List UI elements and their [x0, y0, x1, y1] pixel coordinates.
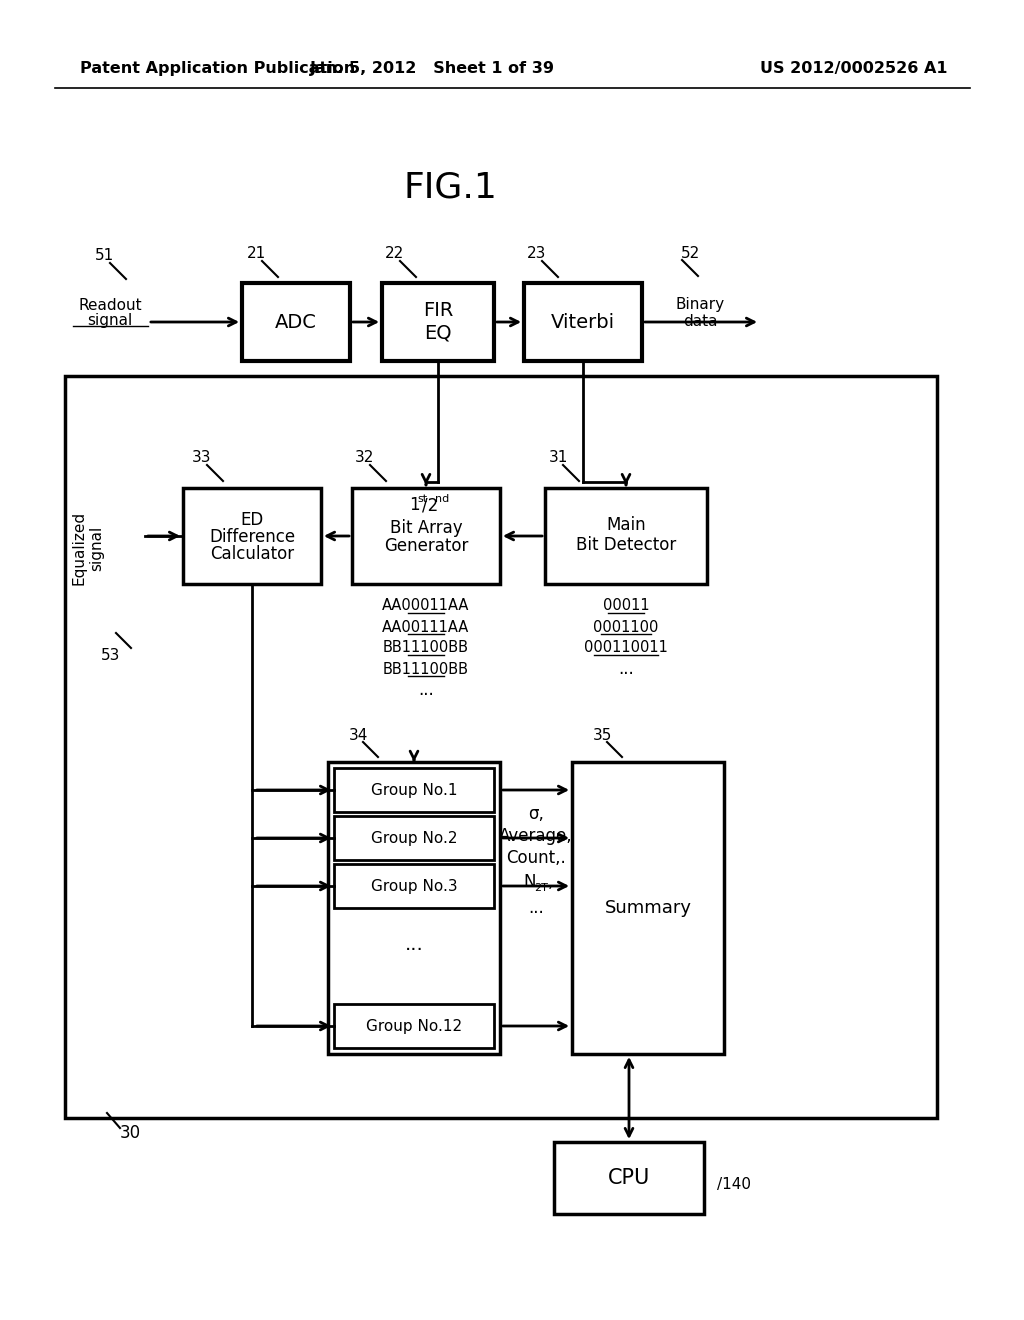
Text: ED: ED	[241, 511, 263, 529]
Text: Difference: Difference	[209, 528, 295, 546]
Text: ...: ...	[418, 681, 434, 700]
Text: ,: ,	[547, 873, 553, 891]
Text: Group No.12: Group No.12	[366, 1019, 462, 1034]
Bar	[328, 762, 500, 1053]
Text: 52: 52	[680, 246, 699, 260]
Text: Patent Application Publication: Patent Application Publication	[80, 61, 355, 75]
Text: nd: nd	[435, 494, 450, 504]
Bar	[242, 282, 350, 360]
Text: 00011: 00011	[603, 598, 649, 614]
Text: ...: ...	[528, 899, 544, 917]
Bar	[65, 376, 937, 1118]
Bar	[334, 1005, 494, 1048]
Text: /140: /140	[717, 1176, 751, 1192]
Bar	[545, 488, 707, 583]
Text: σ,: σ,	[528, 805, 544, 822]
Text: 35: 35	[592, 727, 611, 742]
Text: US 2012/0002526 A1: US 2012/0002526 A1	[760, 61, 947, 75]
Text: Average,: Average,	[499, 828, 572, 845]
Text: Bit Detector: Bit Detector	[575, 536, 676, 554]
Text: 32: 32	[355, 450, 375, 466]
Text: BB11100BB: BB11100BB	[383, 661, 469, 676]
Text: Equalized
signal: Equalized signal	[72, 511, 104, 585]
Text: Group No.1: Group No.1	[371, 783, 458, 797]
Text: Count,.: Count,.	[506, 849, 566, 867]
Bar	[382, 282, 494, 360]
Text: signal: signal	[87, 314, 133, 329]
Text: 23: 23	[527, 247, 547, 261]
Text: EQ: EQ	[424, 323, 452, 342]
Text: 000110011: 000110011	[584, 640, 668, 656]
Text: 33: 33	[193, 450, 212, 466]
Text: ...: ...	[404, 935, 423, 953]
Text: Binary: Binary	[676, 297, 725, 313]
Text: 34: 34	[348, 727, 368, 742]
Text: FIG.1: FIG.1	[403, 172, 497, 205]
Text: Jan. 5, 2012   Sheet 1 of 39: Jan. 5, 2012 Sheet 1 of 39	[309, 61, 555, 75]
Text: 1: 1	[409, 496, 419, 513]
Text: AA00011AA: AA00011AA	[382, 598, 470, 614]
Text: 0001100: 0001100	[593, 619, 658, 635]
Text: st: st	[417, 494, 427, 504]
Text: 53: 53	[101, 648, 121, 663]
Text: /2: /2	[422, 496, 438, 513]
Text: data: data	[683, 314, 717, 329]
Text: Bit Array: Bit Array	[390, 519, 462, 537]
Text: CPU: CPU	[608, 1168, 650, 1188]
Text: Summary: Summary	[604, 899, 691, 917]
Bar	[572, 762, 724, 1053]
Text: Generator: Generator	[384, 537, 468, 554]
Bar	[554, 1142, 705, 1214]
Text: N: N	[523, 873, 537, 891]
Text: 51: 51	[95, 248, 115, 264]
Text: Main: Main	[606, 516, 646, 535]
Text: AA00111AA: AA00111AA	[382, 619, 470, 635]
Bar	[524, 282, 642, 360]
Bar	[334, 865, 494, 908]
Text: 21: 21	[248, 247, 266, 261]
Text: Group No.3: Group No.3	[371, 879, 458, 894]
Bar	[334, 768, 494, 812]
Text: 30: 30	[120, 1125, 140, 1142]
Bar	[183, 488, 321, 583]
Bar	[352, 488, 500, 583]
Text: ADC: ADC	[275, 313, 317, 331]
Text: Viterbi: Viterbi	[551, 313, 615, 331]
Text: 31: 31	[548, 450, 567, 466]
Bar	[334, 816, 494, 861]
Text: Readout: Readout	[78, 297, 141, 313]
Text: Calculator: Calculator	[210, 545, 294, 564]
Text: 2T: 2T	[535, 883, 548, 894]
Text: Group No.2: Group No.2	[371, 830, 458, 846]
Text: ...: ...	[618, 660, 634, 678]
Text: 22: 22	[385, 247, 404, 261]
Text: FIR: FIR	[423, 301, 454, 321]
Text: BB11100BB: BB11100BB	[383, 640, 469, 656]
